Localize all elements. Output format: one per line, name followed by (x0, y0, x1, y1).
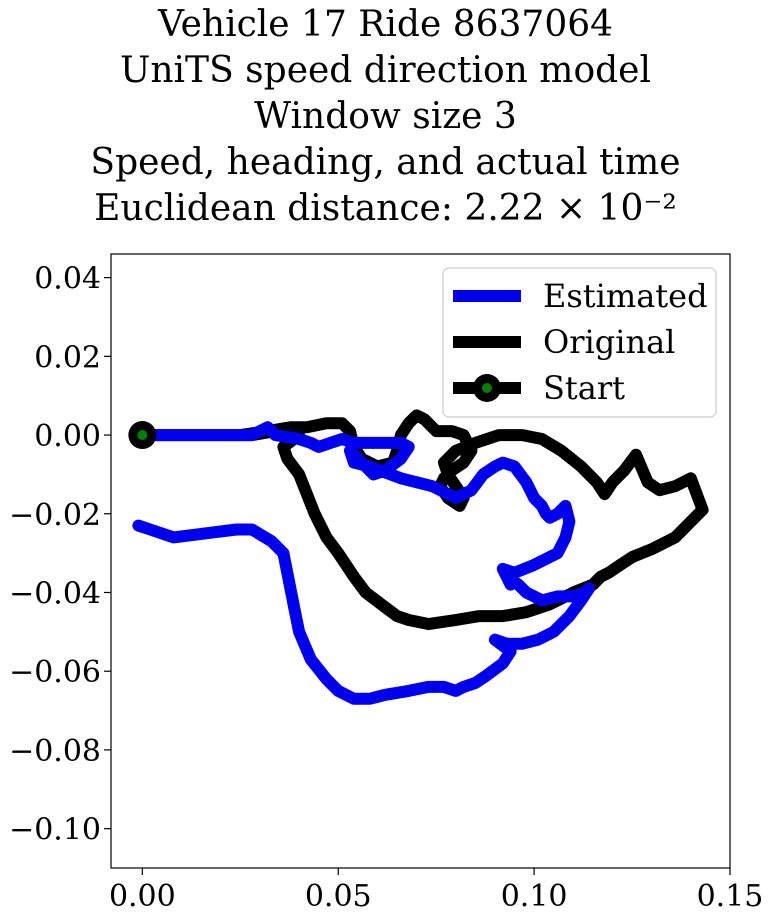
series-layer (132, 409, 709, 705)
start-layer (128, 421, 157, 450)
y-axis: 0.04 0.02 0.00 −0.02 −0.04 −0.06 −0.08 −0.10 (9, 262, 111, 848)
x-tick-label: 0.15 (697, 879, 764, 914)
y-tick-label: −0.08 (9, 734, 101, 769)
y-tick-label: −0.04 (9, 576, 101, 611)
y-tick-label: 0.00 (34, 419, 101, 454)
title-line-2: UniTS speed direction model (120, 50, 651, 91)
series-line-original (136, 409, 709, 630)
plot-area-frame (110, 253, 731, 869)
legend: Estimated Original Start (442, 267, 717, 418)
legend-start-marker-point (482, 383, 492, 393)
x-axis: 0.00 0.05 0.10 0.15 (109, 868, 763, 914)
legend-label-original: Original (543, 323, 675, 361)
y-tick-label: −0.06 (9, 655, 101, 690)
series-line-estimated (132, 421, 595, 705)
y-tick-label: 0.02 (34, 340, 101, 375)
y-tick-label: −0.02 (9, 498, 101, 533)
title-line-4: Speed, heading, and actual time (90, 142, 681, 183)
title-line-1: Vehicle 17 Ride 8637064 (157, 4, 614, 45)
x-tick-label: 0.05 (305, 879, 372, 914)
legend-box (442, 267, 717, 418)
y-tick-label: −0.10 (9, 813, 101, 848)
start-marker-point (137, 430, 148, 441)
legend-label-start: Start (543, 369, 625, 407)
title-line-3: Window size 3 (254, 96, 517, 137)
x-tick-label: 0.10 (501, 879, 568, 914)
title-line-5: Euclidean distance: 2.22 × 10⁻² (94, 188, 677, 229)
legend-label-estimated: Estimated (543, 277, 708, 315)
y-tick-label: 0.04 (34, 262, 101, 297)
x-tick-label: 0.00 (109, 879, 176, 914)
chart-title: Vehicle 17 Ride 8637064 UniTS speed dire… (0, 0, 771, 230)
